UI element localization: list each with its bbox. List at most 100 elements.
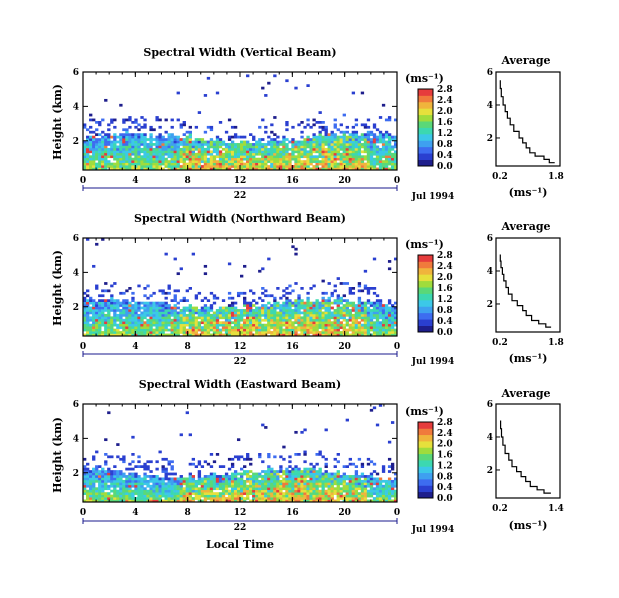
colorbar-swatch [418, 140, 433, 148]
heatmap-cell [240, 157, 244, 161]
heatmap-cell [267, 150, 271, 154]
heatmap-cell [285, 318, 289, 322]
heatmap-cell [173, 482, 177, 486]
heatmap-cell [119, 291, 123, 295]
heatmap-cell [351, 479, 356, 483]
heatmap-cell [246, 487, 250, 491]
heatmap-cell [393, 477, 398, 481]
colorbar-swatch [418, 441, 433, 448]
heatmap-cell [221, 475, 226, 478]
heatmap-cell [236, 165, 241, 168]
heatmap-cell [134, 331, 138, 334]
heatmap-cell [101, 157, 105, 161]
heatmap-cell [173, 152, 177, 156]
heatmap-cell [252, 155, 256, 159]
heatmap-cell [381, 147, 386, 151]
heatmap-cell [324, 479, 328, 483]
heatmap-cell [240, 331, 244, 334]
heatmap-cell [143, 140, 147, 144]
heatmap-cell [104, 316, 108, 320]
heatmap-cell [143, 165, 147, 168]
heatmap-cell [339, 282, 343, 285]
heatmap-cell [378, 313, 383, 317]
heatmap-cell [267, 326, 271, 329]
heatmap-cell [258, 318, 262, 322]
heatmap-cell [240, 328, 244, 332]
heatmap-cell [282, 147, 286, 151]
heatmap-cell [318, 152, 322, 156]
heatmap-cell [194, 326, 199, 329]
colorbar-tick-label: 0.8 [437, 306, 453, 316]
heatmap-cell [191, 143, 196, 146]
heatmap-cell [92, 331, 96, 334]
colorbar: 0.00.40.81.21.62.02.42.8 [417, 85, 453, 172]
heatmap-cell [152, 291, 156, 295]
heatmap-cell [246, 162, 250, 166]
heatmap-cell [282, 445, 286, 449]
heatmap-cell [95, 499, 99, 503]
heatmap-cell [182, 147, 186, 151]
heatmap-cell [384, 135, 389, 139]
heatmap-cell [179, 489, 183, 493]
heatmap-cell [131, 150, 135, 154]
heatmap-cell [140, 311, 144, 315]
heatmap-cell [318, 143, 322, 146]
heatmap-cell [149, 311, 153, 315]
heatmap-cell [104, 165, 108, 168]
heatmap-cell [267, 489, 271, 493]
heatmap-cell [279, 479, 283, 483]
heatmap-cell [233, 145, 238, 149]
heatmap-cell [167, 328, 171, 332]
heatmap-cell [267, 470, 271, 473]
heatmap-cell [221, 152, 226, 156]
heatmap-cell [110, 455, 114, 459]
heatmap-cell [261, 492, 265, 495]
heatmap-cell [372, 462, 377, 466]
heatmap-cell [92, 318, 96, 322]
heatmap-cell [381, 165, 386, 168]
heatmap-cell [86, 333, 90, 337]
heatmap-cell [221, 160, 226, 163]
heatmap-cell [227, 291, 232, 295]
heatmap-cell [360, 499, 365, 503]
heatmap-cell [321, 311, 325, 315]
heatmap-cell [83, 479, 87, 483]
heatmap-cell [309, 494, 313, 498]
heatmap-cell [182, 328, 186, 332]
heatmap-cell [306, 160, 310, 163]
heatmap-cell [137, 460, 141, 464]
heatmap-cell [294, 306, 298, 310]
heatmap-cell [315, 475, 319, 478]
heatmap-cell [390, 482, 395, 486]
heatmap-cell [294, 489, 298, 493]
heatmap-cell [303, 328, 307, 332]
heatmap-cell [378, 299, 383, 302]
heatmap-cell [288, 484, 292, 488]
heatmap-cell [116, 304, 120, 307]
heatmap-cell [116, 482, 120, 486]
heatmap-cell [321, 484, 325, 488]
heatmap-cell [224, 475, 229, 478]
heatmap-cell [300, 492, 304, 495]
heatmap-cell [240, 274, 244, 278]
colorbar-swatch [418, 485, 433, 493]
heatmap-cell [378, 116, 383, 119]
heatmap-cell [194, 316, 199, 320]
heatmap-cell [212, 499, 217, 503]
heatmap-cell [363, 323, 368, 327]
heatmap-cell [161, 306, 165, 310]
heatmap-cell [176, 150, 180, 154]
heatmap-cell [95, 309, 99, 312]
heatmap-cell [267, 321, 271, 325]
heatmap-cell [315, 140, 319, 144]
heatmap-cell [240, 494, 244, 498]
heatmap-cell [137, 123, 141, 127]
heatmap-cell [264, 143, 268, 146]
heatmap-cell [101, 294, 105, 298]
heatmap-cell [291, 316, 295, 320]
heatmap-cell [185, 135, 189, 139]
heatmap-cell [131, 321, 135, 325]
heatmap-cell [233, 167, 238, 171]
heatmap-cell [246, 157, 250, 161]
heatmap-cell [306, 296, 310, 300]
